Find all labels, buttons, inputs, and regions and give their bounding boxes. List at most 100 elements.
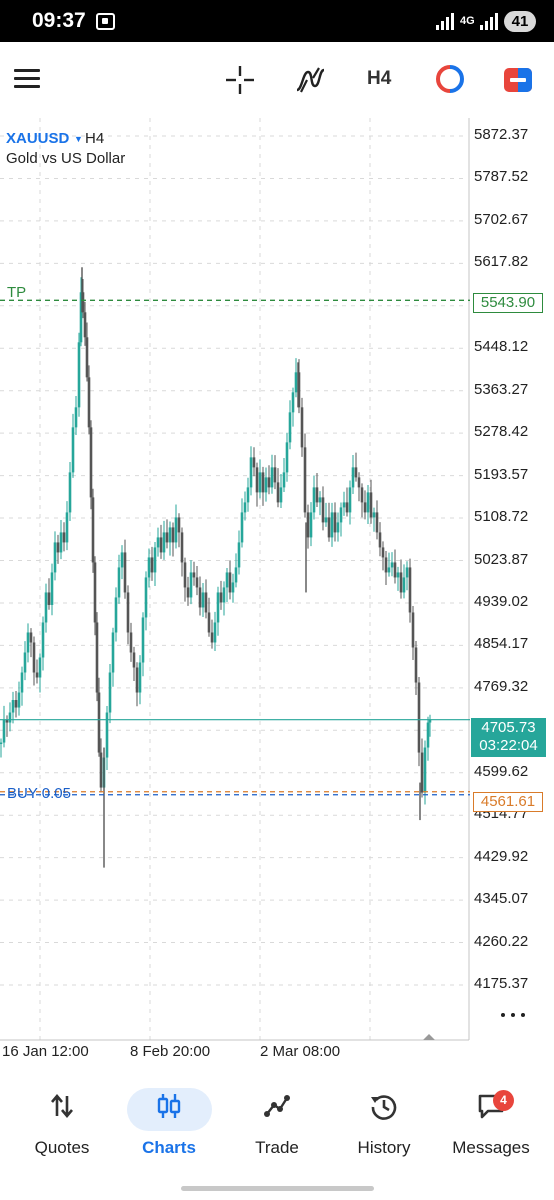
candle-body (351, 467, 355, 488)
active-tab-indicator (127, 1088, 212, 1131)
candle-body (65, 512, 69, 543)
candle-body (393, 562, 397, 578)
candle-body (321, 497, 325, 523)
network-type: 4G (460, 15, 475, 27)
candle-body (420, 752, 424, 793)
candle-body (291, 392, 295, 413)
price-tick: 4939.02 (474, 592, 529, 610)
candle-body (345, 502, 349, 513)
candle-body (411, 612, 415, 648)
candle-body (207, 612, 211, 633)
quotes-icon (51, 1093, 73, 1119)
new-order-icon[interactable] (503, 67, 533, 93)
candle-body (249, 457, 253, 488)
menu-icon[interactable] (14, 69, 40, 89)
price-chart[interactable]: XAUUSD ▼ H4 Gold vs US Dollar TP BUY 0.0… (0, 118, 554, 1068)
candle-body (32, 642, 36, 673)
candle-body (414, 647, 418, 683)
candle-body (297, 372, 301, 408)
trade-icon (264, 1095, 290, 1117)
nav-messages[interactable]: Messages (437, 1068, 545, 1178)
candle-body (192, 572, 196, 578)
candle-body (120, 552, 124, 568)
candle-body (231, 582, 235, 593)
nav-charts[interactable]: Charts (115, 1068, 223, 1178)
chart-canvas[interactable] (0, 118, 554, 1068)
candle-body (204, 592, 208, 613)
candle-body (20, 672, 24, 693)
candle-body (428, 719, 432, 723)
price-tick: 5872.37 (474, 126, 529, 143)
candle-body (129, 632, 133, 653)
crosshair-icon[interactable] (226, 66, 254, 94)
candle-body (198, 587, 202, 608)
current-price-tag: 4705.73 03:22:04 (471, 718, 546, 757)
price-tick: 5617.82 (474, 253, 529, 271)
history-icon (371, 1095, 397, 1120)
candle-body (93, 562, 97, 623)
chart-toolbar: H4 (0, 42, 554, 118)
candle-body (117, 567, 121, 598)
candle-body (56, 542, 60, 553)
candle-body (153, 547, 157, 573)
chart-symbol[interactable]: XAUUSD (6, 130, 70, 147)
indicator-icon[interactable] (295, 66, 325, 94)
candle-body (95, 622, 99, 693)
candle-body (50, 572, 54, 605)
more-options-icon[interactable] (499, 1010, 529, 1020)
home-indicator[interactable] (181, 1186, 374, 1191)
candle-body (2, 720, 6, 743)
candle-body (366, 492, 370, 513)
price-tick: 5363.27 (474, 380, 529, 398)
candle-body (246, 487, 250, 503)
candle-body (99, 752, 103, 788)
candle-body (213, 622, 217, 643)
candle-body (405, 567, 409, 578)
candle-body (285, 442, 289, 473)
candle-body (71, 427, 75, 473)
timeframe-button[interactable]: H4 (367, 68, 392, 89)
candle-body (87, 377, 91, 428)
candle-body (216, 592, 220, 623)
candle-body (234, 567, 238, 583)
candle-body (74, 407, 78, 428)
candle-body (327, 517, 331, 538)
symbol-dropdown-icon[interactable]: ▼ (74, 134, 83, 144)
price-tick: 4599.62 (474, 762, 529, 780)
candle-body (225, 572, 229, 588)
candle-body (195, 577, 199, 588)
candle-body (408, 567, 412, 613)
nav-quotes[interactable]: Quotes (8, 1068, 116, 1178)
candle-body (144, 577, 148, 618)
candle-body (138, 662, 142, 693)
signal-icon (436, 12, 454, 30)
candle-body (324, 517, 328, 523)
candle-body (165, 532, 169, 543)
candle-body (189, 572, 193, 598)
candle-body (44, 592, 48, 623)
candle-body (135, 667, 139, 693)
nav-trade[interactable]: Trade (223, 1068, 331, 1178)
candle-body (423, 747, 427, 793)
candle-body (53, 542, 57, 573)
candle-body (318, 497, 322, 503)
candle-body (354, 467, 358, 478)
price-tick: 4429.92 (474, 847, 529, 865)
candle-body (81, 292, 85, 313)
price-tick: 4260.22 (474, 932, 529, 950)
candle-body (77, 342, 81, 408)
candle-body (123, 552, 127, 593)
candle-body (312, 487, 316, 513)
signal-icon-secondary (480, 12, 498, 30)
candlestick-icon (157, 1094, 181, 1118)
candle-body (264, 477, 268, 493)
nav-history[interactable]: History (330, 1068, 438, 1178)
candle-body (294, 372, 298, 393)
candle-body (183, 562, 187, 588)
candle-body (288, 412, 292, 443)
nav-label: Quotes (34, 1138, 90, 1157)
one-click-trading-icon[interactable] (436, 65, 464, 93)
candle-body (89, 427, 93, 498)
candle-body (201, 592, 205, 608)
